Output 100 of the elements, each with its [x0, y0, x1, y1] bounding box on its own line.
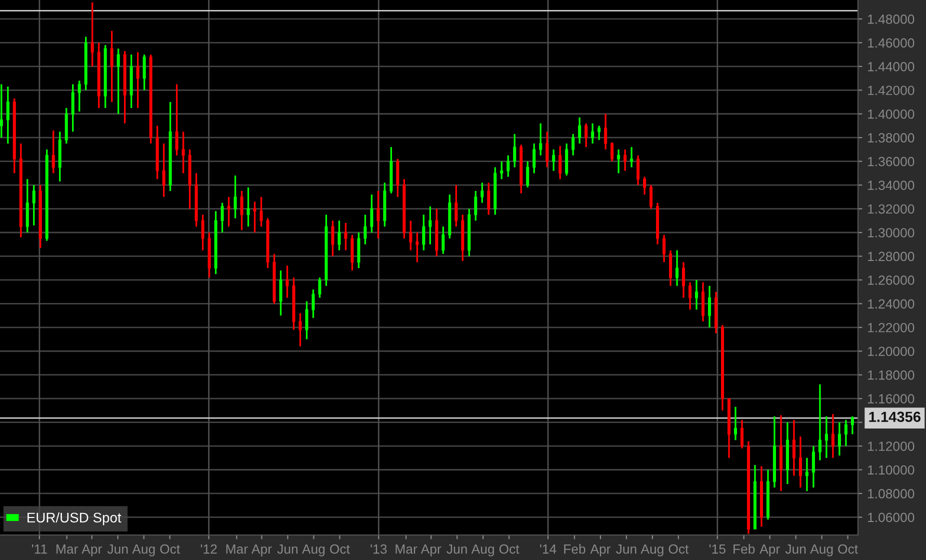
candlestick: [331, 220, 334, 258]
candlestick: [578, 116, 582, 144]
candlestick: [376, 190, 380, 240]
candlestick: [142, 54, 146, 91]
y-tick-label: 1.46000: [868, 38, 914, 48]
y-tick-label: 1.06000: [868, 512, 914, 522]
candlestick: [480, 182, 484, 204]
candlestick: [286, 264, 289, 299]
candlestick: [532, 142, 536, 174]
y-tick-label: 1.40000: [868, 109, 914, 119]
x-tick-label: Oct: [838, 544, 858, 554]
x-tick-label: Aug: [810, 544, 833, 556]
candlestick: [584, 122, 588, 148]
candlestick: [52, 130, 55, 174]
candlestick: [702, 281, 705, 322]
x-tick-label: Jun: [785, 544, 806, 554]
x-tick-label: '14: [540, 544, 556, 554]
x-tick-label: Jun: [277, 544, 298, 554]
candlestick: [487, 182, 490, 216]
x-tick-label: Apr: [420, 544, 442, 556]
candlestick: [682, 261, 686, 299]
y-tick-label: 1.30000: [868, 228, 914, 238]
candlestick: [279, 270, 282, 316]
candlestick: [409, 220, 412, 252]
candlestick: [558, 145, 562, 180]
x-tick-label: Apr: [590, 544, 611, 556]
x-tick-label: Mar: [56, 544, 78, 554]
candlestick: [416, 232, 419, 263]
candlestick: [708, 285, 712, 328]
candlestick: [110, 30, 114, 103]
candlestick: [474, 190, 478, 222]
x-tick-label: Jun: [107, 544, 128, 554]
y-tick-label: 1.48000: [868, 14, 914, 24]
candlestick: [688, 281, 692, 310]
candlestick: [506, 154, 510, 178]
candlestick: [695, 279, 698, 310]
candlestick: [643, 176, 646, 196]
candlestick: [617, 148, 620, 174]
y-tick-label: 1.38000: [868, 133, 914, 143]
candlestick: [246, 186, 250, 228]
x-tick-label: Feb: [564, 544, 586, 554]
legend-label: EUR/USD Spot: [28, 512, 122, 526]
x-tick-label: Aug: [640, 544, 664, 556]
candlestick: [513, 133, 516, 168]
candlestick: [650, 184, 653, 210]
candlestick: [26, 178, 29, 234]
x-tick-label: '13: [370, 544, 387, 554]
candlestick: [812, 445, 815, 488]
candlestick: [32, 184, 36, 226]
candlestick: [298, 312, 302, 348]
candlestick: [364, 214, 367, 246]
candlestick: [824, 416, 828, 459]
candlestick: [740, 419, 744, 450]
candlestick: [116, 48, 120, 115]
candlestick: [734, 406, 738, 441]
candlestick: [572, 133, 575, 156]
candlestick: [792, 419, 796, 477]
candlestick: [312, 288, 315, 319]
y-tick-label: 1.20000: [868, 346, 914, 356]
candlestick: [546, 130, 549, 168]
x-tick-label: '11: [32, 544, 47, 554]
ref-line-label: 1.14356: [869, 412, 920, 422]
candlestick: [227, 196, 230, 228]
candlestick: [500, 160, 504, 180]
y-tick-label: 1.26000: [868, 276, 914, 285]
y-tick-label: 1.32000: [868, 204, 914, 214]
candlestick: [669, 249, 672, 287]
y-tick-label: 1.08000: [868, 489, 914, 498]
candlestick: [338, 220, 341, 252]
candlestick: [201, 214, 204, 252]
candlestick: [344, 222, 348, 252]
candlestick: [182, 130, 185, 174]
candlestick: [591, 122, 594, 144]
candlestick: [831, 413, 834, 459]
y-tick-label: 1.12000: [868, 442, 914, 451]
candlestick: [162, 142, 166, 198]
candlestick: [565, 142, 568, 176]
y-tick-label: 1.18000: [868, 370, 914, 380]
candlestick: [78, 80, 81, 112]
candlestick: [850, 416, 854, 436]
candlestick: [539, 122, 542, 156]
candlestick: [662, 234, 666, 263]
y-tick-label: 1.22000: [868, 322, 914, 332]
candlestick: [175, 83, 178, 156]
candlestick: [90, 2, 94, 68]
candlestick: [260, 196, 263, 228]
candlestick: [220, 202, 224, 234]
y-tick-label: 1.44000: [868, 62, 914, 72]
x-tick-label: Oct: [499, 544, 520, 554]
x-tick-label: Aug: [471, 544, 494, 556]
x-tick-label: Mar: [396, 544, 418, 554]
candlestick: [357, 232, 360, 269]
candlestick: [818, 384, 822, 462]
candlestick: [234, 174, 237, 220]
x-tick-label: Apr: [82, 544, 102, 556]
candlestick: [805, 457, 808, 492]
candlestick: [454, 184, 458, 228]
x-tick-label: Jun: [616, 544, 636, 554]
candlestick: [71, 83, 74, 133]
x-tick-label: Feb: [734, 544, 755, 554]
